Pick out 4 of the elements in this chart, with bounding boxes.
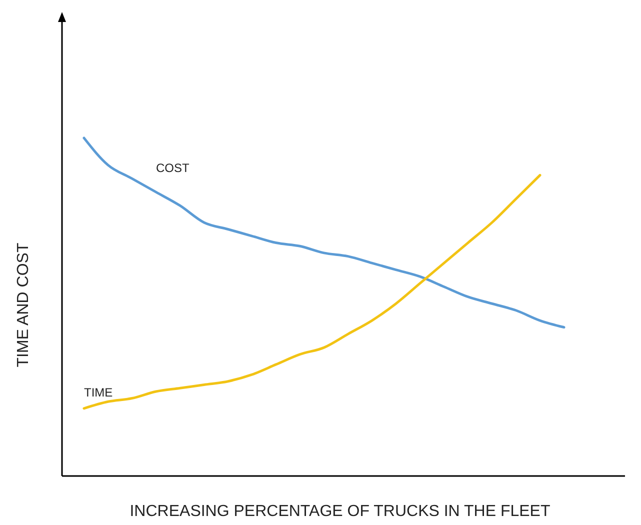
x-axis-title: INCREASING PERCENTAGE OF TRUCKS IN THE FLEET	[130, 503, 550, 520]
series-label: COST	[156, 161, 190, 176]
series-label: TIME	[84, 385, 113, 400]
y-axis-title: TIME AND COST	[15, 242, 32, 368]
